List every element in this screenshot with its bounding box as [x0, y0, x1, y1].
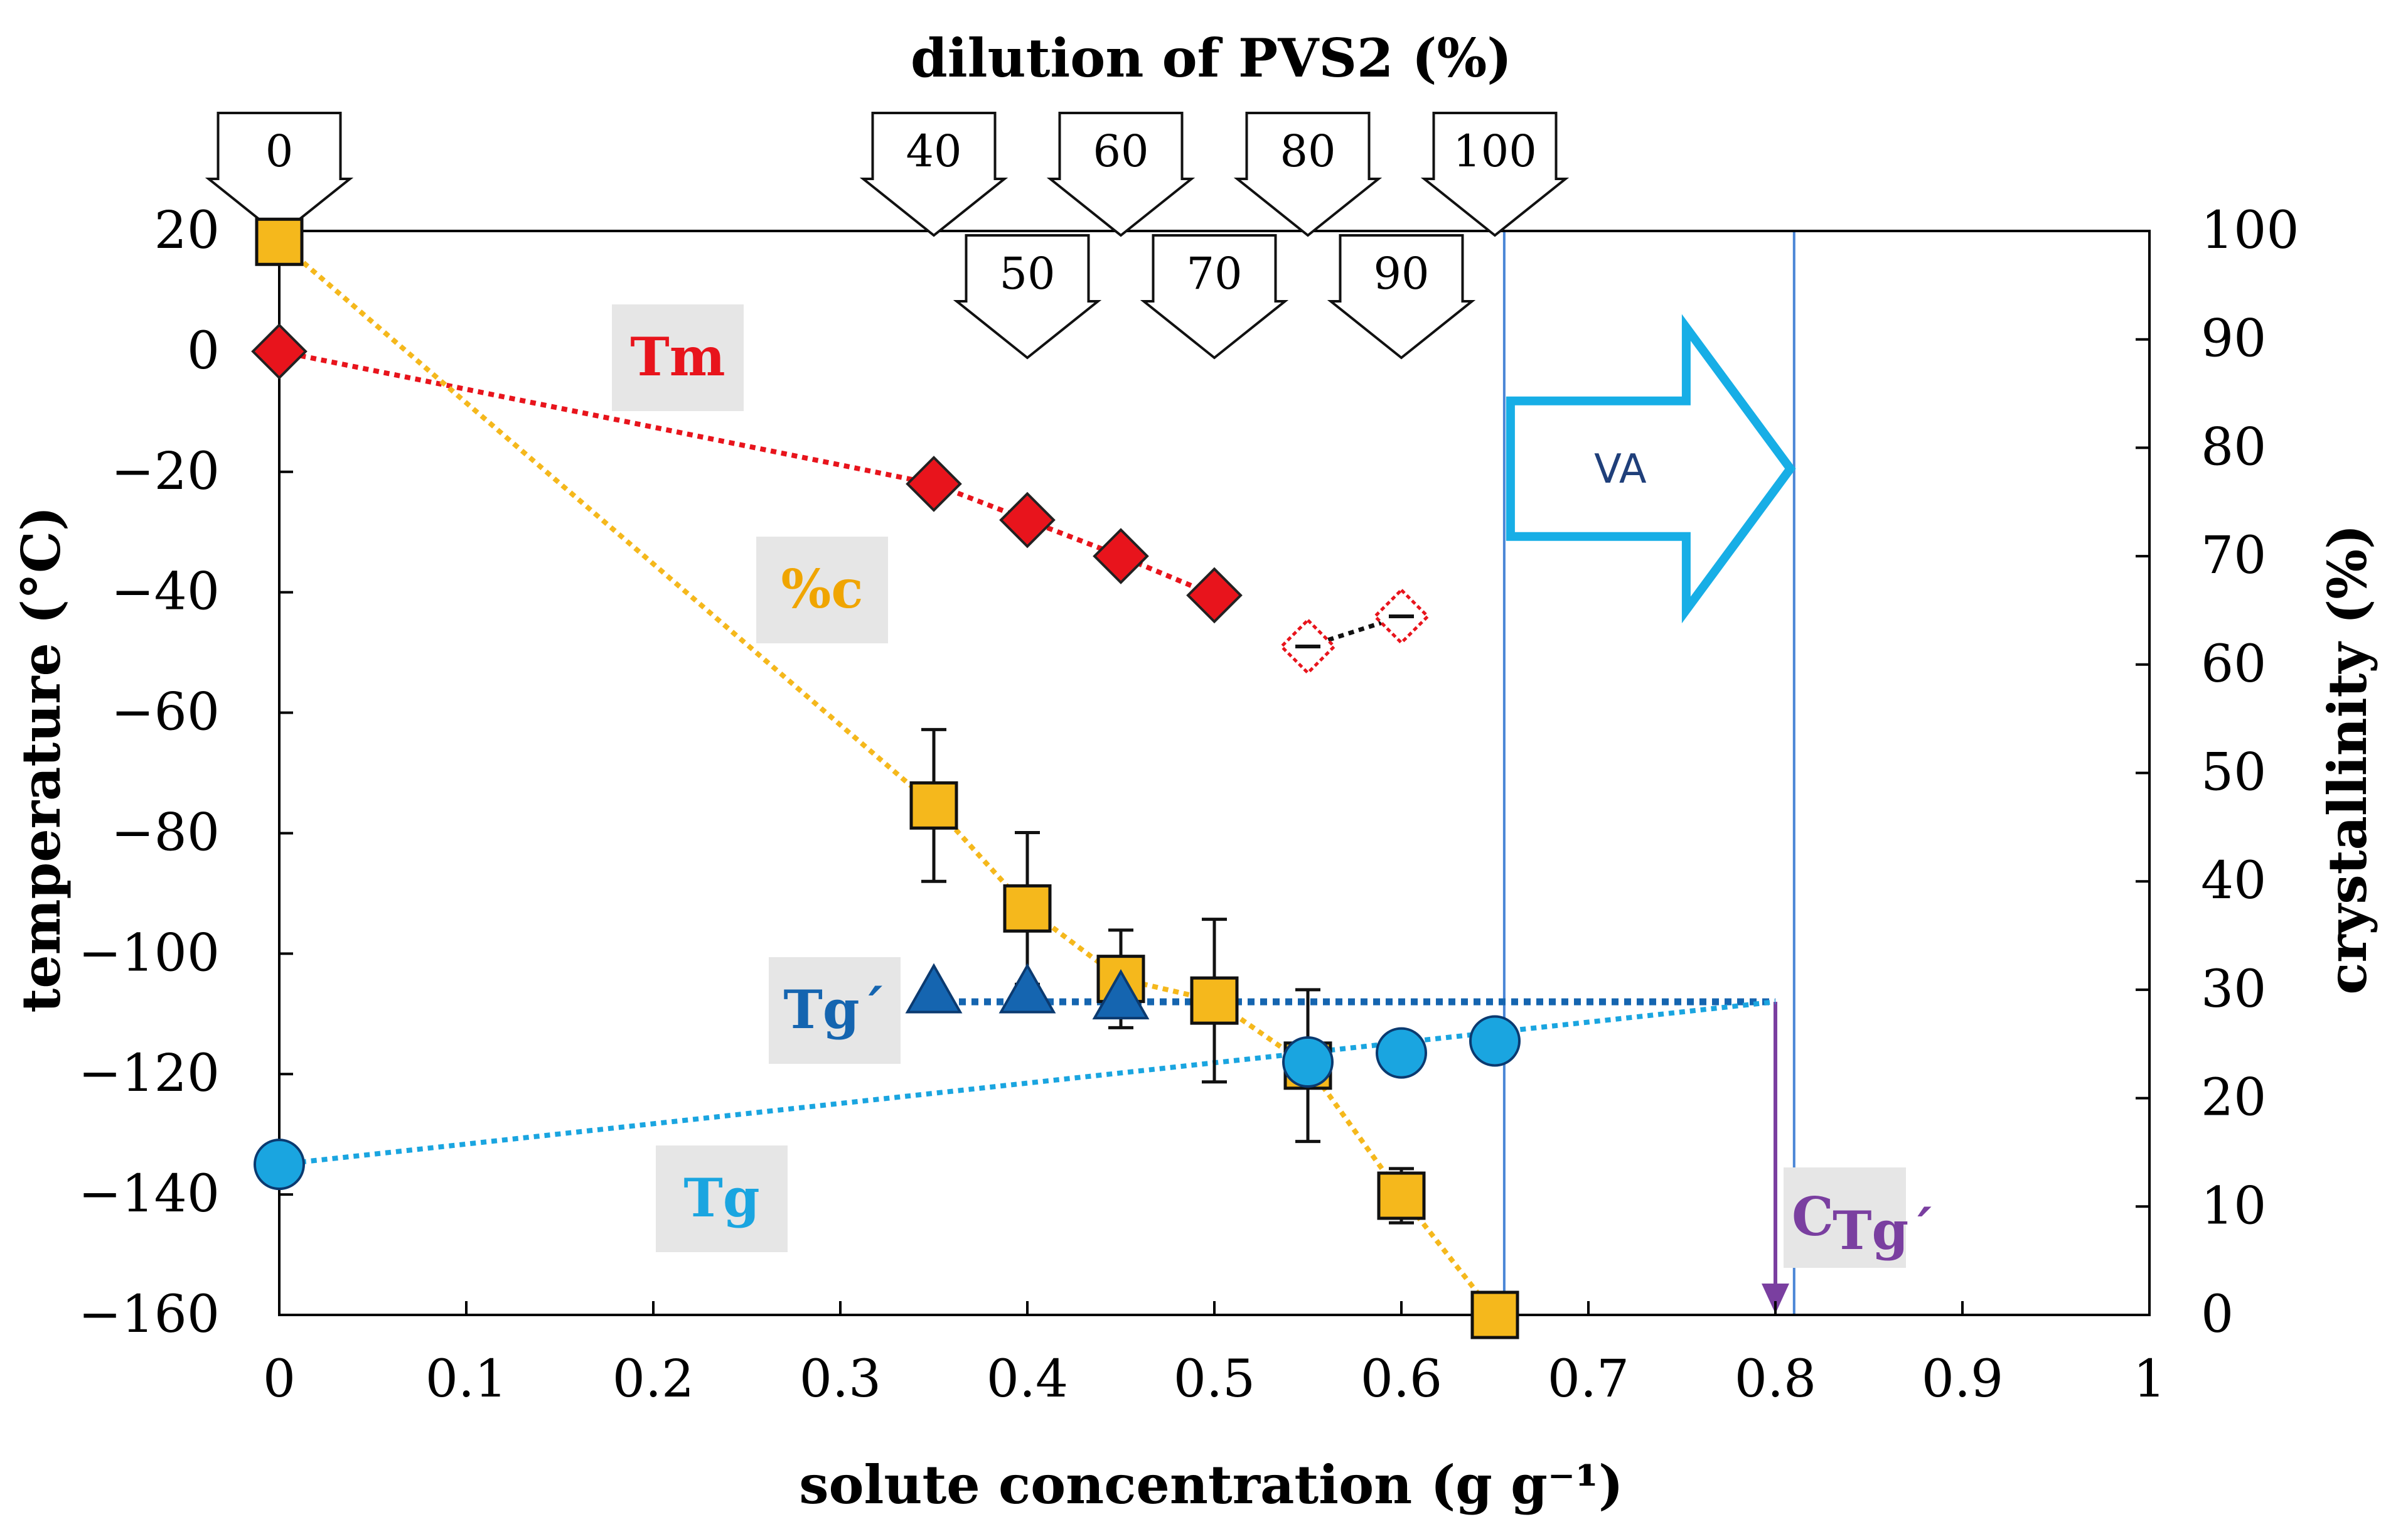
point-square-1: [909, 781, 958, 830]
y-tick-label: 20: [154, 201, 220, 260]
y2-tick-label: 90: [2201, 309, 2266, 369]
dilution-arrow: [1420, 112, 1570, 237]
x-tick-label: 0.6: [1361, 1349, 1442, 1409]
y2-tick-label: 100: [2201, 201, 2299, 260]
y-tick-label: −100: [78, 923, 220, 983]
y-tick-label: −20: [111, 442, 220, 501]
y-tick-label: −140: [78, 1164, 220, 1224]
dilution-arrow: [859, 112, 1009, 237]
dilution-arrow-label: 90: [1373, 248, 1429, 299]
dilution-arrow: [1233, 112, 1383, 237]
y2-tick-label: 30: [2201, 960, 2266, 1019]
x-tick-label: 0.9: [1922, 1349, 2003, 1409]
tg-label-bg: [656, 1145, 788, 1252]
y-axis-title: temperature (°C): [10, 506, 72, 1012]
point-square-2: [1003, 884, 1052, 933]
y2-tick-label: 80: [2201, 417, 2266, 477]
point-diamond-3: [1093, 528, 1149, 584]
dilution-arrow-label: 50: [999, 248, 1055, 299]
x-tick-label: 0.7: [1548, 1349, 1629, 1409]
x-axis-title: solute concentration (g g⁻¹): [799, 1454, 1624, 1516]
dilution-arrow: [1140, 234, 1289, 360]
ctg-label-sub: Tg´: [1833, 1199, 1935, 1262]
point-triangle-2: [1092, 969, 1150, 1020]
y-tick-label: −160: [78, 1285, 220, 1344]
tm-label-bg: [612, 304, 744, 411]
dilution-arrow: [1046, 112, 1196, 237]
dilution-arrow-label: 0: [265, 126, 294, 177]
tm-line: [279, 348, 1216, 598]
pc-label-bg: [756, 537, 888, 643]
y2-axis-title: crystallinity (%): [2316, 524, 2379, 995]
point-circle-1: [1282, 1036, 1334, 1088]
point-diamond-4: [1186, 567, 1243, 624]
dilution-arrow-label: 70: [1186, 248, 1242, 299]
point-square-4: [1190, 976, 1239, 1025]
point-triangle-1: [998, 963, 1056, 1014]
dilution-arrow: [205, 112, 354, 237]
series-labels: Tm%cTg´Tg CTg´: [612, 304, 1935, 1268]
y2-tick-label: 10: [2201, 1176, 2266, 1236]
pc-label: %c: [781, 558, 864, 620]
point-square-7: [1470, 1290, 1519, 1339]
chart-title: dilution of PVS2 (%): [911, 27, 1512, 89]
y2-tick-label: 40: [2201, 851, 2266, 911]
ctg-label-bg: [1784, 1167, 1906, 1268]
y2-tick-label: 20: [2201, 1068, 2266, 1128]
dilution-arrow-label: 80: [1280, 126, 1335, 177]
x-tick-label: 0.1: [425, 1349, 507, 1409]
point-circle-3: [1469, 1015, 1521, 1067]
point-triangle-0: [905, 963, 963, 1014]
guides: VA: [1502, 231, 1796, 1315]
tgprime-label-bg: [769, 957, 901, 1064]
y-tick-label: 0: [187, 321, 220, 381]
y2-tick-label: 0: [2201, 1285, 2234, 1344]
plot-frame: [278, 230, 2151, 1316]
dilution-arrow-label: 100: [1453, 126, 1537, 177]
y-tick-label: −80: [111, 803, 220, 862]
point-circle-2: [1376, 1027, 1427, 1079]
tgprime-label: Tg´: [783, 979, 886, 1041]
axes: [278, 230, 2151, 1316]
va-label: VA: [1594, 446, 1647, 493]
tm-label: Tm: [630, 326, 725, 388]
point-circle-0: [254, 1139, 305, 1191]
y-tick-label: −60: [111, 683, 220, 743]
x-tick-label: 0.3: [800, 1349, 881, 1409]
y2-tick-label: 60: [2201, 635, 2266, 694]
x-tick-label: 0.4: [987, 1349, 1068, 1409]
dilution-arrow: [953, 234, 1102, 360]
y2-tick-label: 50: [2201, 743, 2266, 803]
dilution-arrow-label: 60: [1093, 126, 1148, 177]
y-tick-label: −40: [111, 562, 220, 622]
x-tick-label: 0.2: [613, 1349, 694, 1409]
dilution-arrow-label: 40: [906, 126, 961, 177]
error-bars: [921, 609, 1414, 1225]
tg-label: Tg: [683, 1167, 759, 1229]
ticks: 0 0.1 0.2 0.3 0.4 0.5 0.6 0.7 0.8 0.9 1 20 0 −20 −40 −6…: [78, 201, 2299, 1409]
pc-line: [277, 240, 1497, 1317]
y-tick-label: −120: [78, 1044, 220, 1103]
y2-tick-label: 70: [2201, 526, 2266, 586]
ctg-arrow-head: [1762, 1284, 1789, 1314]
point-diamond-2: [999, 491, 1056, 549]
point-diamond-1: [906, 456, 962, 512]
ctg-label: C: [1792, 1186, 1834, 1248]
x-tick-label: 1: [2133, 1349, 2166, 1409]
x-tick-label: 0: [263, 1349, 296, 1409]
x-tick-label: 0.8: [1735, 1349, 1816, 1409]
tg-line: [279, 999, 1776, 1167]
point-diamond-0: [251, 323, 308, 380]
dilution-arrows: 0 40 60 80 100 50 70 90: [205, 112, 1570, 360]
dilution-arrow: [1327, 234, 1476, 360]
va-arrow: [1506, 314, 1796, 624]
point-square-6: [1377, 1171, 1426, 1220]
point-square-0: [255, 217, 304, 266]
markers: [251, 217, 1521, 1339]
x-tick-label: 0.5: [1174, 1349, 1255, 1409]
